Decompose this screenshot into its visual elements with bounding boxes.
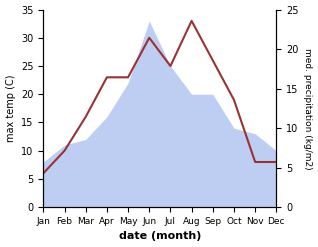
- Y-axis label: max temp (C): max temp (C): [5, 75, 16, 142]
- X-axis label: date (month): date (month): [119, 231, 201, 242]
- Y-axis label: med. precipitation (kg/m2): med. precipitation (kg/m2): [303, 48, 313, 169]
